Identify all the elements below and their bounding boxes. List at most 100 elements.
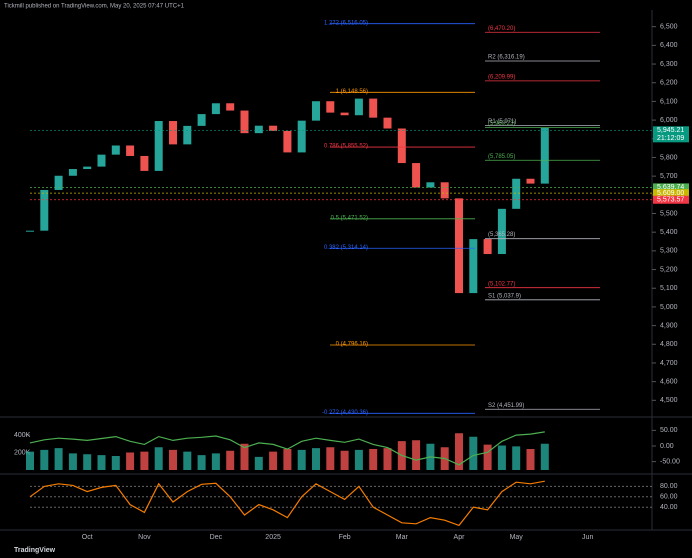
- fib-label: 0 (4,796.16): [336, 342, 368, 348]
- y-tick-label: 5,700: [660, 173, 678, 180]
- y-tick-label: 4,500: [660, 397, 678, 404]
- candle: [469, 239, 478, 294]
- volume-bar: [269, 451, 278, 470]
- candle: [397, 128, 406, 164]
- price-tag: [653, 183, 689, 192]
- volume-bar: [140, 451, 149, 470]
- candle: [226, 103, 235, 111]
- volume-bar: [254, 456, 263, 470]
- y-tick-label: 4,600: [660, 378, 678, 385]
- x-tick-label: Mar: [396, 534, 409, 541]
- volume-bar: [512, 446, 521, 470]
- price-tag-label: 5,639.74: [657, 184, 684, 191]
- volume-tick-label: 200K: [14, 449, 31, 456]
- candle: [254, 125, 263, 134]
- candle: [40, 189, 49, 231]
- volume-bar: [283, 449, 292, 470]
- candle: [283, 130, 292, 153]
- volume-bar: [340, 450, 349, 470]
- y-tick-label: 6,400: [660, 42, 678, 49]
- volume-bar: [483, 444, 492, 470]
- candle: [169, 121, 177, 145]
- fib-label: 0.5 (5,471.52): [331, 215, 368, 221]
- price-tag-label: 5,609.00: [657, 190, 684, 197]
- pivot-label: R1 (5,971): [488, 119, 516, 125]
- candle: [426, 182, 435, 188]
- candle: [440, 182, 449, 199]
- header: Tickmill published on TradingView.com, M…: [4, 4, 185, 10]
- candle: [197, 114, 206, 126]
- y-tick-label: 5,800: [660, 154, 678, 161]
- volume-bar: [240, 443, 249, 470]
- volume-bar: [297, 449, 306, 470]
- volume-bar: [369, 449, 378, 470]
- pivot-label: S1 (5,037.9): [488, 293, 521, 299]
- y-tick-label: 5,500: [660, 210, 678, 217]
- volume-bar: [455, 433, 463, 470]
- y-tick-label: 4,900: [660, 322, 678, 329]
- candle: [312, 101, 320, 121]
- pivot-label: (6,209.99): [488, 74, 515, 80]
- volume-bar: [226, 450, 235, 470]
- footer: TradingView: [14, 547, 56, 554]
- y-tick-label: 5,200: [660, 266, 678, 273]
- candle: [326, 101, 335, 113]
- y-tick-label: 6,100: [660, 98, 678, 105]
- osc-tick-label: 0.00: [660, 443, 674, 450]
- candle: [340, 112, 349, 116]
- candle: [111, 145, 120, 155]
- candle: [26, 230, 34, 232]
- candle: [526, 178, 535, 184]
- x-tick-label: Oct: [82, 534, 93, 541]
- fib-label: 1.272 (6,516.05): [324, 20, 368, 26]
- volume-bar: [97, 455, 106, 470]
- osc-tick-label: -50.00: [660, 458, 680, 465]
- stoch-tick-label: 60.00: [660, 494, 678, 501]
- x-tick-label: Feb: [339, 534, 351, 541]
- volume-bar: [54, 448, 63, 470]
- pivot-label: R2 (6,316.19): [488, 55, 525, 61]
- candle: [497, 208, 506, 255]
- candle: [140, 155, 149, 171]
- candle: [455, 198, 463, 294]
- volume-bar: [40, 449, 49, 470]
- y-tick-label: 6,500: [660, 24, 678, 31]
- y-tick-label: 4,700: [660, 360, 678, 367]
- y-tick-label: 6,300: [660, 61, 678, 68]
- candle: [269, 125, 278, 131]
- candle: [369, 98, 378, 118]
- candle: [154, 121, 163, 171]
- pivot-label: (6,470.20): [488, 26, 515, 32]
- x-tick-label: Jun: [582, 534, 593, 541]
- candle: [68, 169, 77, 176]
- candle: [383, 117, 392, 129]
- oscillator-line: [29, 431, 545, 466]
- volume-bar: [326, 447, 335, 470]
- volume-bar: [197, 455, 206, 470]
- volume-bar: [26, 451, 34, 470]
- y-tick-label: 6,000: [660, 117, 678, 124]
- osc-tick-label: 50.00: [660, 427, 678, 434]
- volume-bar: [354, 449, 363, 470]
- candle: [240, 110, 249, 134]
- y-tick-label: 5,000: [660, 304, 678, 311]
- x-tick-label: 2025: [265, 534, 281, 541]
- price-tag: [653, 195, 689, 204]
- volume-bar: [469, 436, 478, 470]
- stoch-line: [29, 480, 545, 527]
- fib-label: 0.786 (5,855.52): [324, 144, 368, 150]
- candle: [412, 163, 421, 188]
- price-tag-time: 21:12:09: [657, 135, 684, 142]
- x-tick-label: May: [510, 534, 524, 541]
- x-tick-label: Apr: [454, 534, 466, 541]
- fib-label: 0.382 (5,314.14): [324, 245, 368, 251]
- volume-bar: [383, 448, 392, 470]
- volume-bar: [412, 440, 421, 470]
- candle: [54, 175, 63, 190]
- x-tick-label: Dec: [210, 534, 223, 541]
- volume-bar: [497, 445, 506, 470]
- volume-bar: [68, 453, 77, 470]
- candle: [483, 239, 492, 255]
- pivot-label: (5,102.77): [488, 281, 515, 287]
